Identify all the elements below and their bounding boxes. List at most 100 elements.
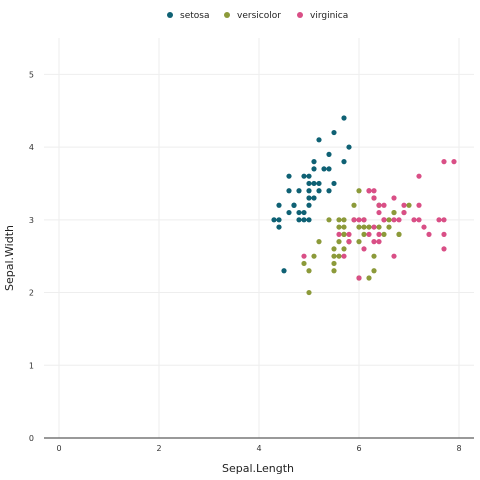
point-setosa [271, 217, 277, 223]
point-virginica [451, 159, 457, 165]
x-tick-label: 0 [56, 444, 61, 453]
point-virginica [401, 202, 407, 208]
point-versicolor [331, 246, 337, 252]
point-versicolor [366, 224, 372, 230]
point-setosa [276, 202, 282, 208]
point-setosa [331, 129, 337, 136]
point-setosa [321, 166, 327, 172]
point-versicolor [306, 289, 312, 296]
y-tick-label: 4 [29, 143, 34, 152]
point-versicolor [366, 275, 372, 281]
legend-swatch-setosa [167, 12, 173, 18]
point-setosa [316, 180, 322, 187]
point-versicolor [351, 202, 357, 208]
point-versicolor [381, 231, 387, 237]
point-setosa [331, 180, 337, 187]
point-virginica [416, 217, 422, 223]
point-setosa [276, 217, 282, 223]
x-axis-label: Sepal.Length [222, 462, 294, 475]
y-axis-ticks: 0 1 2 3 4 5 [29, 70, 34, 443]
point-virginica [381, 217, 387, 223]
y-axis-label: Sepal.Width [3, 225, 16, 291]
point-versicolor [386, 217, 392, 223]
point-setosa [301, 217, 307, 223]
point-versicolor [356, 188, 362, 194]
point-virginica [421, 224, 427, 230]
point-virginica [371, 239, 377, 245]
point-setosa [276, 224, 282, 230]
point-virginica [441, 246, 447, 252]
data-points [271, 115, 457, 296]
point-setosa [296, 209, 302, 216]
point-versicolor [341, 231, 347, 237]
point-versicolor [396, 231, 402, 237]
point-setosa [306, 173, 312, 179]
point-setosa [341, 159, 347, 165]
chart-legend: setosa versicolor virginica [167, 11, 348, 21]
point-virginica [371, 188, 377, 194]
point-setosa [306, 180, 312, 187]
legend-swatch-versicolor [224, 12, 230, 18]
point-setosa [296, 217, 302, 223]
point-setosa [311, 180, 317, 187]
point-virginica [361, 246, 367, 252]
point-virginica [441, 231, 447, 237]
point-versicolor [331, 260, 337, 267]
point-virginica [346, 239, 352, 245]
point-virginica [436, 217, 442, 223]
point-virginica [391, 253, 397, 259]
y-tick-label: 2 [29, 289, 34, 298]
point-setosa [301, 173, 307, 179]
point-virginica [376, 239, 382, 245]
point-versicolor [406, 202, 412, 208]
point-versicolor [326, 217, 332, 223]
point-setosa [281, 268, 287, 274]
point-setosa [306, 217, 312, 223]
point-virginica [366, 188, 372, 194]
point-virginica [356, 217, 362, 223]
point-setosa [301, 209, 307, 216]
point-virginica [396, 217, 402, 223]
x-tick-label: 8 [456, 444, 461, 453]
point-virginica [441, 217, 447, 223]
y-tick-label: 1 [29, 361, 34, 370]
point-versicolor [311, 253, 317, 259]
point-versicolor [336, 239, 342, 245]
point-setosa [296, 188, 302, 194]
point-virginica [416, 202, 422, 208]
legend-label-versicolor: versicolor [237, 11, 281, 21]
point-virginica [366, 231, 372, 237]
x-tick-label: 6 [356, 444, 361, 453]
point-setosa [341, 115, 347, 121]
point-virginica [371, 195, 377, 201]
point-virginica [376, 202, 382, 208]
point-setosa [316, 188, 322, 194]
point-virginica [361, 217, 367, 223]
point-setosa [291, 202, 297, 208]
x-tick-label: 4 [256, 444, 261, 453]
point-versicolor [316, 239, 322, 245]
point-setosa [326, 188, 332, 194]
point-setosa [286, 209, 292, 216]
point-setosa [311, 195, 317, 201]
point-versicolor [336, 253, 342, 259]
point-setosa [311, 166, 317, 172]
point-setosa [286, 188, 292, 194]
point-virginica [391, 217, 397, 223]
chart-grid [44, 38, 474, 439]
point-virginica [381, 202, 387, 208]
legend-swatch-virginica [297, 12, 303, 18]
point-setosa [286, 173, 292, 179]
point-versicolor [361, 231, 367, 237]
point-virginica [341, 253, 347, 259]
point-versicolor [356, 239, 362, 245]
point-virginica [376, 209, 382, 216]
point-versicolor [391, 209, 397, 216]
point-versicolor [386, 224, 392, 230]
point-setosa [346, 144, 352, 150]
point-virginica [351, 217, 357, 223]
x-axis-ticks: 0 2 4 6 8 [56, 444, 461, 453]
point-setosa [306, 202, 312, 208]
x-tick-label: 2 [156, 444, 161, 453]
point-virginica [301, 253, 307, 259]
